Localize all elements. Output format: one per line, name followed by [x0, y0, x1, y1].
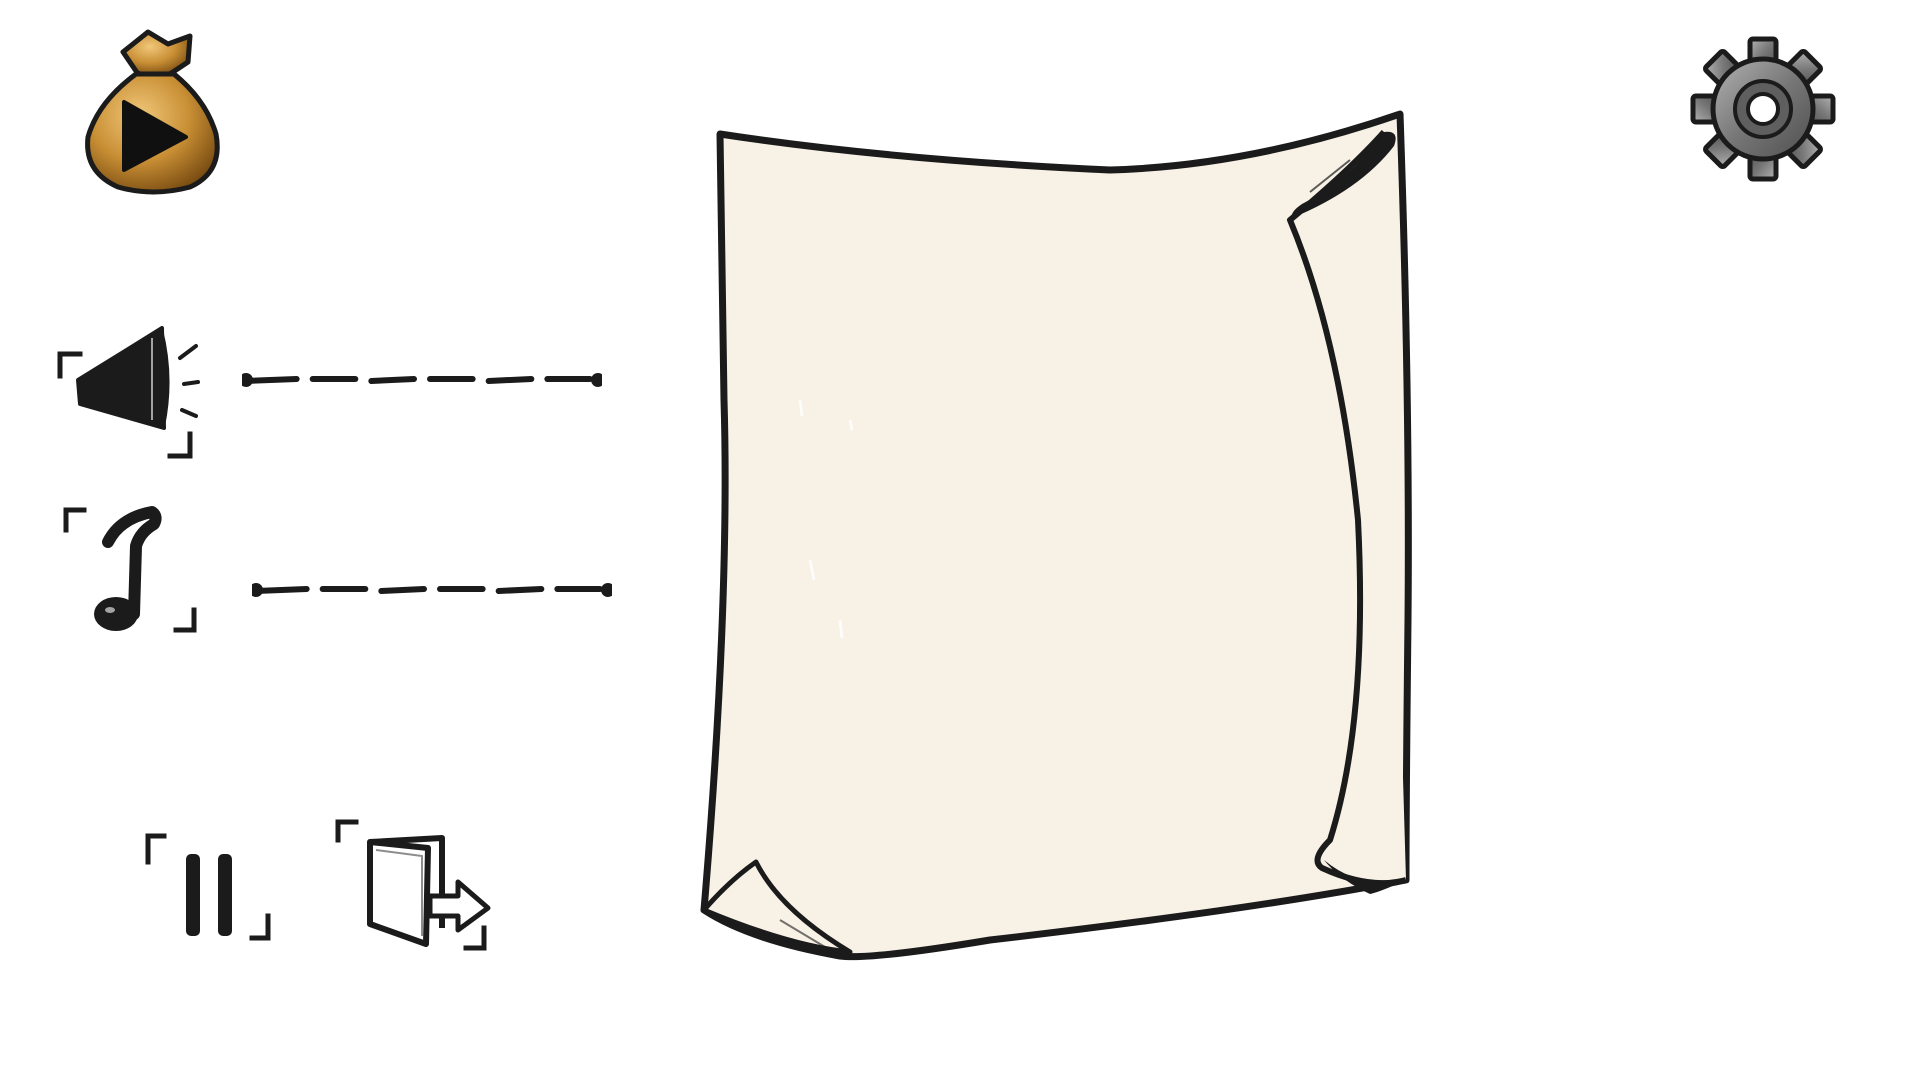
music-note-icon [63, 506, 197, 633]
pause-icon [145, 833, 271, 941]
music-volume-slider[interactable] [249, 568, 615, 608]
music-slider-dash [378, 586, 427, 594]
sound-volume-track [239, 373, 605, 387]
music-volume-track [249, 583, 615, 597]
music-slider-endcap [249, 583, 263, 597]
sound-volume-slider[interactable] [239, 358, 605, 398]
sound-slider-endcap [239, 373, 253, 387]
music-toggle-button[interactable] [60, 502, 200, 638]
megaphone-icon [57, 326, 200, 459]
sound-toggle-button[interactable] [52, 318, 200, 464]
sound-slider-dash [485, 376, 535, 384]
play-button[interactable] [78, 22, 228, 197]
music-slider-dash [495, 586, 545, 594]
paper-panel [690, 100, 1430, 980]
music-slider-dash [253, 586, 310, 594]
exit-button[interactable] [334, 818, 520, 954]
exit-door-icon [335, 819, 491, 951]
music-slider-endcap [601, 583, 615, 597]
paper-sheet [700, 110, 1412, 961]
pause-button[interactable] [142, 832, 274, 944]
coin-bag-play-icon [85, 29, 220, 195]
settings-button[interactable] [1688, 34, 1838, 184]
sound-slider-dash [368, 376, 417, 384]
sound-slider-endcap [591, 373, 605, 387]
sound-slider-dash [243, 376, 300, 384]
gear-icon [1690, 36, 1836, 182]
